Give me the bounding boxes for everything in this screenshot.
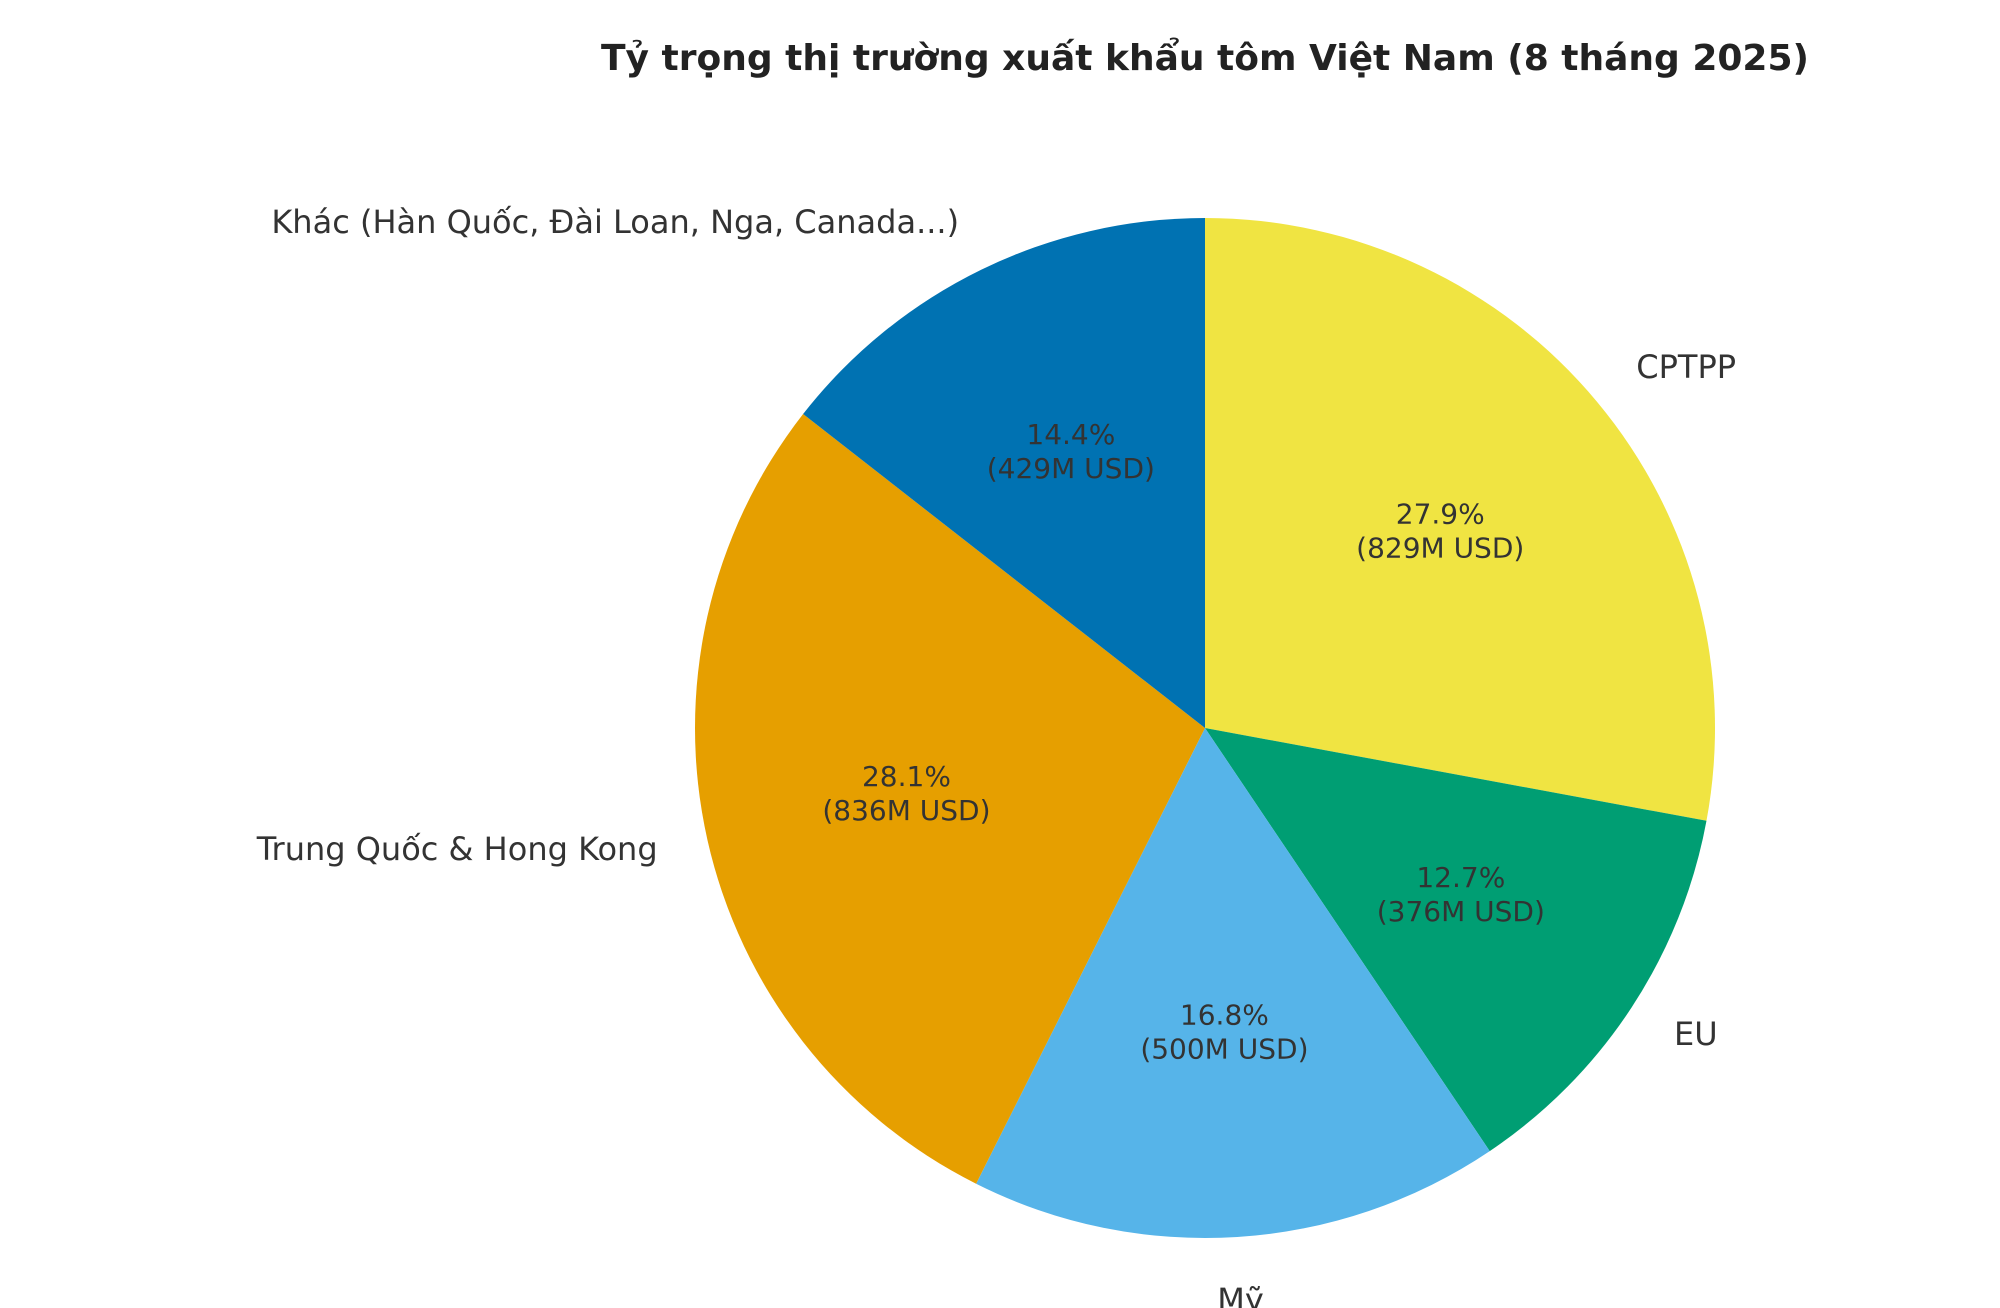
percent-label: 12.7%	[1416, 861, 1505, 894]
pie-slice	[976, 728, 1490, 1238]
value-label: (836M USD)	[822, 794, 990, 827]
slice-label: EU	[1674, 1015, 1718, 1053]
slice-label: Khác (Hàn Quốc, Đài Loan, Nga, Canada...…	[271, 203, 959, 241]
pie-slice	[1205, 218, 1716, 821]
slice-label: Trung Quốc & Hong Kong	[256, 830, 658, 868]
percent-label: 14.4%	[1026, 418, 1115, 451]
pie-slice	[803, 218, 1205, 728]
slice-label: Mỹ	[1217, 1281, 1264, 1308]
pie-slice	[1205, 728, 1707, 1152]
slice-label: CPTPP	[1636, 348, 1736, 386]
value-label: (376M USD)	[1377, 895, 1545, 928]
value-label: (500M USD)	[1140, 1032, 1308, 1065]
value-label: (429M USD)	[987, 452, 1155, 485]
percent-label: 27.9%	[1396, 497, 1485, 530]
chart-title: Tỷ trọng thị trường xuất khẩu tôm Việt N…	[601, 37, 1809, 79]
percent-label: 16.8%	[1180, 998, 1269, 1031]
value-label: (829M USD)	[1356, 531, 1524, 564]
percent-label: 28.1%	[862, 760, 951, 793]
pie-slice	[694, 414, 1205, 1184]
